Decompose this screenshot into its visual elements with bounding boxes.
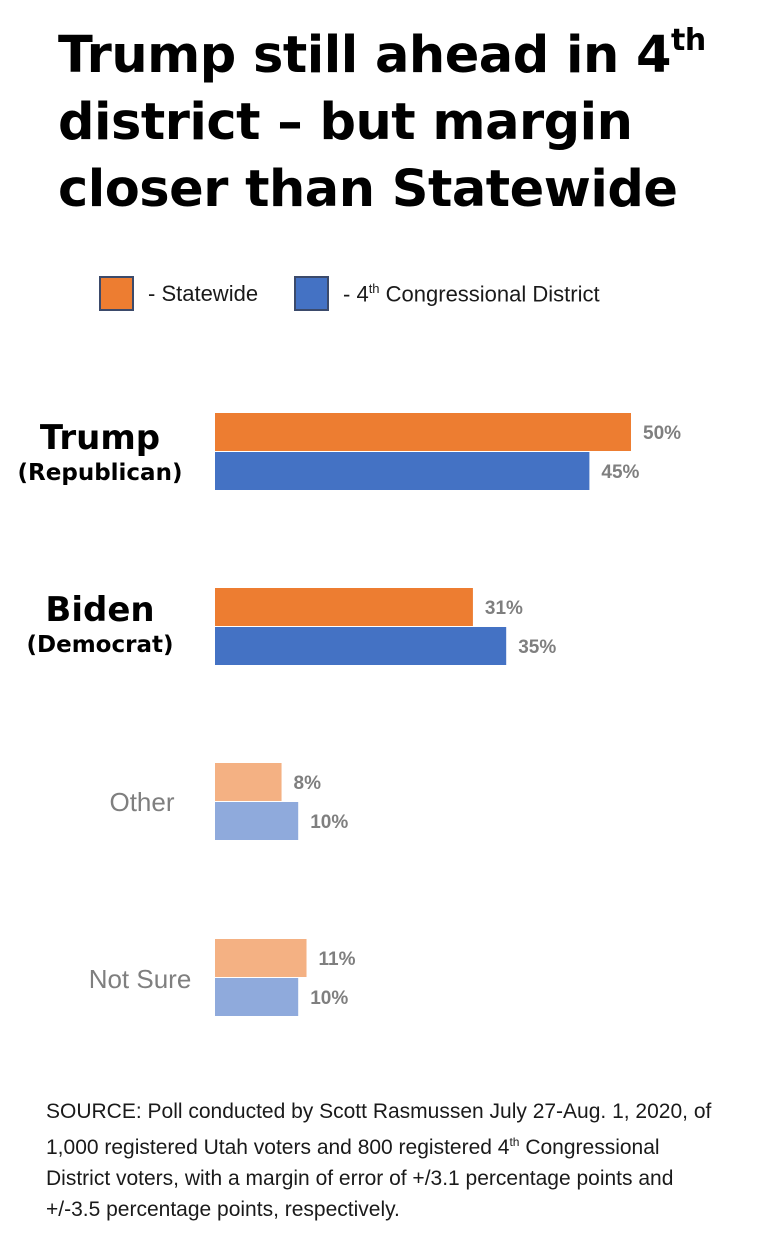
title-line-2: district – but margin — [58, 93, 633, 152]
category-label-not-sure: Not Sure — [88, 964, 192, 994]
bar-other-district — [215, 802, 299, 840]
legend-district-prefix: - 4 — [343, 281, 369, 307]
bar-trump-statewide — [215, 413, 631, 451]
value-label-biden-statewide: 31% — [485, 598, 523, 619]
value-label-other-statewide: 8% — [294, 773, 322, 794]
category-name-trump: Trump — [39, 418, 161, 458]
value-label-other-district: 10% — [310, 812, 348, 833]
bar-other-statewide — [215, 763, 282, 801]
source-note: SOURCE: Poll conducted by Scott Rasmusse… — [46, 1096, 726, 1225]
legend-label-statewide: - Statewide — [148, 281, 259, 306]
bar-not-sure-statewide — [215, 939, 307, 977]
value-label-not-sure-statewide: 11% — [319, 949, 356, 970]
source-text-part-1: SOURCE: Poll conducted by Scott Rasmusse… — [46, 1100, 712, 1159]
legend-district-superscript: th — [368, 281, 380, 296]
legend-swatch-statewide — [99, 276, 134, 311]
title-line-3: closer than Statewide — [58, 160, 678, 219]
category-label-biden: Biden (Democrat) — [0, 590, 200, 660]
bar-biden-district — [215, 627, 507, 665]
value-label-not-sure-district: 10% — [310, 988, 348, 1009]
source-text-part-2: Congressional District voters, with a ma… — [46, 1136, 674, 1221]
category-party-trump: (Republican) — [17, 460, 183, 486]
bar-not-sure-district — [215, 978, 299, 1016]
legend-district-suffix: Congressional District — [379, 281, 600, 307]
chart-title: Trump still ahead in 4th district – but m… — [58, 22, 748, 223]
bar-trump-district — [215, 452, 590, 490]
title-line-1: Trump still ahead in 4 — [58, 26, 672, 85]
value-label-trump-statewide: 50% — [643, 423, 681, 444]
value-label-trump-district: 45% — [601, 462, 639, 483]
category-label-trump: Trump (Republican) — [0, 418, 200, 488]
category-label-other: Other — [109, 787, 175, 817]
category-name-biden: Biden — [45, 590, 155, 630]
title-superscript: th — [671, 23, 706, 58]
source-superscript: th — [509, 1135, 520, 1149]
legend-label-district: - 4th Congressional District — [343, 281, 600, 307]
bar-biden-statewide — [215, 588, 473, 626]
legend: - Statewide - 4th Congressional District — [0, 272, 765, 316]
value-label-biden-district: 35% — [518, 637, 556, 658]
legend-swatch-district — [294, 276, 329, 311]
category-party-biden: (Democrat) — [26, 632, 174, 658]
